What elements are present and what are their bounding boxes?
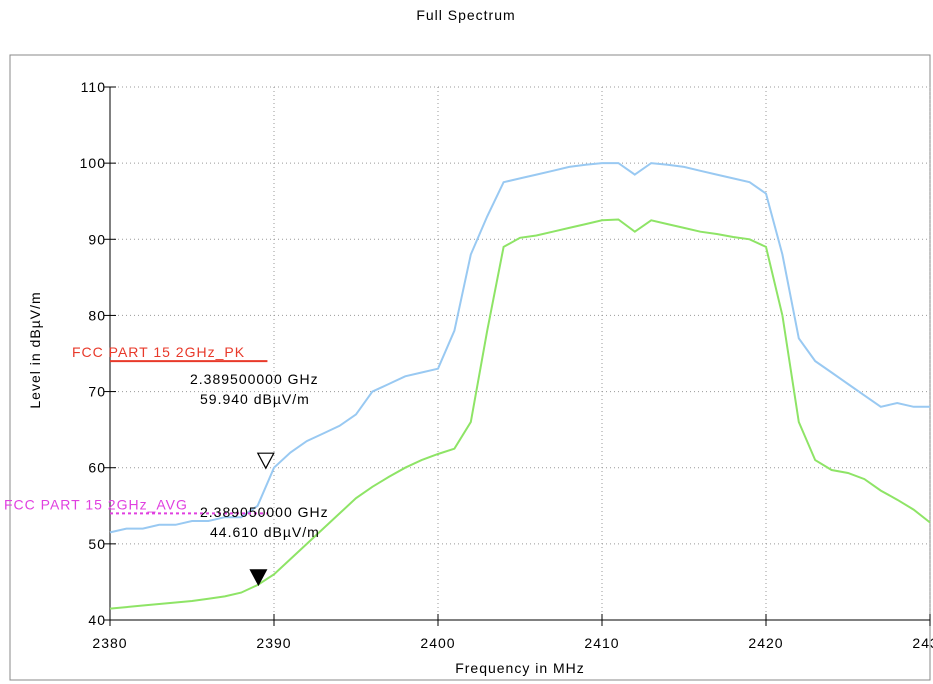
trace [109,218,931,610]
y-tick-label: 90 [88,231,106,247]
marker [256,452,275,470]
x-tick-label: 2420 [748,635,783,651]
marker-freq-label: 2.389500000 GHz [190,371,319,387]
limit-label: FCC PART 15 2GHz_PK [72,344,245,360]
limit-label: FCC PART 15 2GHz_AVG [4,496,188,512]
x-tick-label: 2390 [256,635,291,651]
x-axis-label: Frequency in MHz [455,660,585,676]
x-tick-label: 2400 [420,635,455,651]
trace [109,162,930,534]
marker-freq-label: 2.389050000 GHz [200,504,329,520]
x-tick-label: 2380 [92,635,127,651]
y-tick-label: 80 [88,307,106,323]
y-tick-label: 60 [88,460,106,476]
marker [249,569,268,587]
chart-title: Full Spectrum [416,7,515,23]
y-tick-label: 70 [88,384,106,400]
y-axis-label: Level in dBµV/m [27,291,43,408]
x-tick-label: 2410 [584,635,619,651]
marker-level-label: 44.610 dBµV/m [210,524,320,540]
marker-level-label: 59.940 dBµV/m [200,391,310,407]
y-tick-label: 40 [88,612,106,628]
y-tick-label: 50 [88,536,106,552]
plot-frame [9,54,931,681]
y-tick-label: 100 [80,155,106,171]
y-tick-label: 110 [81,79,106,95]
x-tick-label: 2430 [912,635,933,651]
